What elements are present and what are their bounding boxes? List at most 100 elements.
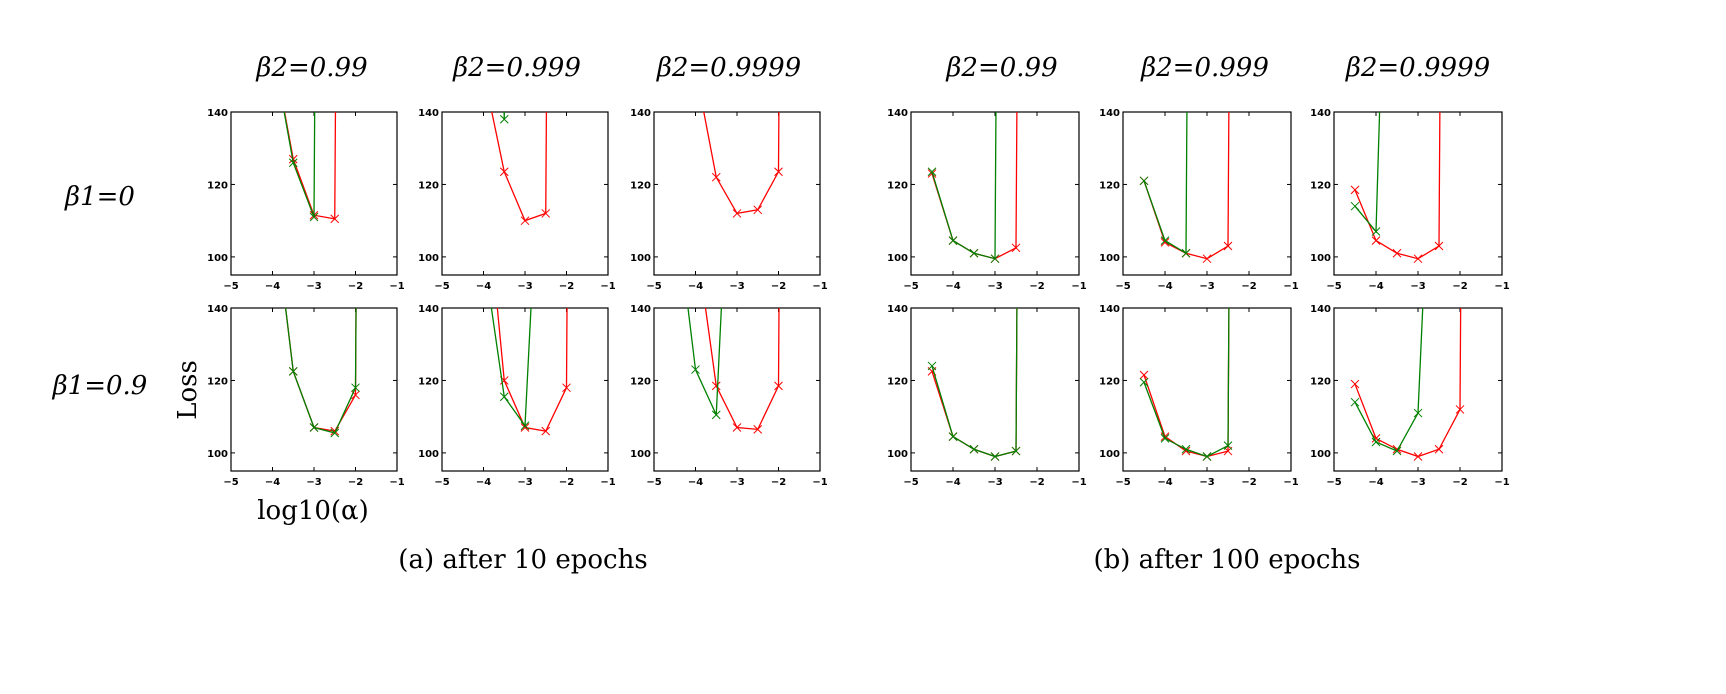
x-tick-label: −1 bbox=[1494, 477, 1509, 488]
green-point-marker bbox=[1350, 397, 1360, 407]
y-tick-label: 100 bbox=[887, 253, 908, 264]
y-tick-label: 100 bbox=[887, 449, 908, 460]
red-point-marker bbox=[1160, 238, 1170, 247]
x-tick-label: −3 bbox=[1199, 477, 1214, 488]
x-tick-label: −5 bbox=[1115, 477, 1130, 488]
x-tick-label: −5 bbox=[223, 281, 238, 292]
red-point-marker bbox=[1413, 452, 1423, 461]
x-tick-label: −3 bbox=[1199, 281, 1214, 292]
green-point-marker bbox=[1413, 408, 1423, 418]
green-point-marker bbox=[269, 43, 277, 51]
red-point-marker bbox=[711, 172, 721, 182]
green-point-marker bbox=[351, 383, 360, 393]
x-tick-label: −1 bbox=[812, 281, 827, 292]
x-tick-label: −1 bbox=[1071, 281, 1086, 292]
y-axis-label: Loss bbox=[173, 360, 203, 420]
red-series-line bbox=[496, 308, 568, 432]
x-tick-label: −4 bbox=[1368, 477, 1383, 488]
subplot: −5 −4 −3 −2 −1 100 120 140 bbox=[418, 108, 616, 292]
plot-frame bbox=[653, 111, 821, 276]
subplot: −5 −4 −3 −2 −1 100 120 140 bbox=[207, 304, 405, 488]
green-point-marker bbox=[927, 361, 937, 371]
green-point-marker bbox=[499, 392, 509, 402]
green-point-marker bbox=[1160, 434, 1170, 443]
green-point-marker bbox=[1223, 441, 1233, 450]
x-tick-label: −4 bbox=[265, 281, 280, 292]
x-tick-label: −3 bbox=[306, 281, 321, 292]
y-tick-label: 140 bbox=[1099, 304, 1120, 315]
green-series-line bbox=[931, 308, 1018, 458]
y-tick-label: 140 bbox=[418, 108, 439, 119]
col-title: β2=0.999 bbox=[1140, 53, 1269, 83]
red-series-line bbox=[703, 112, 780, 215]
red-series-line bbox=[704, 308, 780, 431]
red-point-marker bbox=[1202, 254, 1212, 264]
plot-frame bbox=[230, 307, 398, 472]
x-tick-label: −2 bbox=[1241, 477, 1256, 488]
y-tick-label: 100 bbox=[1099, 253, 1120, 264]
green-point-marker bbox=[1202, 452, 1212, 461]
y-tick-label: 100 bbox=[630, 253, 651, 264]
red-point-marker bbox=[774, 381, 783, 391]
plot-frame bbox=[910, 307, 1080, 472]
x-tick-label: −1 bbox=[600, 477, 615, 488]
x-tick-label: −1 bbox=[1283, 281, 1298, 292]
plot-frame bbox=[1122, 111, 1292, 276]
x-tick-label: −2 bbox=[1029, 281, 1044, 292]
y-tick-label: 120 bbox=[418, 376, 439, 387]
plot-frame bbox=[653, 307, 821, 472]
x-tick-label: −5 bbox=[903, 477, 918, 488]
red-point-marker bbox=[1139, 370, 1149, 380]
subplot: −5 −4 −3 −2 −1 100 120 140 bbox=[207, 43, 405, 292]
green-series-line bbox=[490, 308, 532, 428]
red-point-marker bbox=[1371, 236, 1381, 245]
x-tick-label: −1 bbox=[389, 281, 404, 292]
red-point-marker bbox=[1392, 248, 1402, 258]
green-series-line bbox=[284, 308, 357, 434]
x-tick-label: −3 bbox=[729, 281, 744, 292]
green-point-marker bbox=[330, 428, 340, 438]
red-series-line bbox=[1354, 112, 1441, 260]
green-point-marker bbox=[948, 432, 958, 441]
row-label: β1=0 bbox=[64, 182, 135, 212]
y-tick-label: 140 bbox=[630, 108, 651, 119]
y-tick-label: 140 bbox=[418, 304, 439, 315]
green-point-marker bbox=[1139, 377, 1149, 387]
red-point-marker bbox=[732, 423, 742, 432]
green-series-line bbox=[687, 308, 723, 416]
subplot: −5 −4 −3 −2 −1 100 120 140 bbox=[887, 304, 1087, 488]
green-point-marker bbox=[309, 212, 319, 222]
x-tick-label: −3 bbox=[1410, 477, 1425, 488]
red-point-marker bbox=[753, 424, 763, 434]
green-series-line bbox=[1143, 308, 1230, 458]
y-tick-label: 140 bbox=[887, 304, 908, 315]
subplot: −5 −4 −3 −2 −1 100 120 140 bbox=[1310, 304, 1510, 488]
green-point-marker bbox=[1392, 446, 1402, 456]
x-tick-label: −2 bbox=[559, 281, 574, 292]
red-point-marker bbox=[1455, 405, 1465, 414]
x-tick-label: −5 bbox=[646, 281, 661, 292]
x-tick-label: −4 bbox=[945, 281, 960, 292]
red-point-marker bbox=[1011, 243, 1021, 253]
green-point-marker bbox=[1371, 227, 1381, 236]
red-point-marker bbox=[269, 43, 277, 51]
x-tick-label: −5 bbox=[646, 477, 661, 488]
y-tick-label: 120 bbox=[887, 180, 908, 191]
y-tick-label: 120 bbox=[1099, 376, 1120, 387]
y-tick-label: 100 bbox=[1099, 449, 1120, 460]
x-tick-label: −4 bbox=[265, 477, 280, 488]
x-tick-label: −2 bbox=[771, 477, 786, 488]
red-series-line bbox=[1143, 308, 1230, 458]
x-tick-label: −5 bbox=[1326, 281, 1341, 292]
red-point-marker bbox=[1434, 444, 1444, 454]
x-tick-label: −3 bbox=[306, 477, 321, 488]
y-tick-label: 100 bbox=[207, 449, 228, 460]
x-tick-label: −4 bbox=[476, 281, 491, 292]
y-tick-label: 120 bbox=[207, 376, 228, 387]
plot-frame bbox=[1333, 307, 1503, 472]
y-tick-label: 100 bbox=[207, 253, 228, 264]
y-tick-label: 120 bbox=[418, 180, 439, 191]
col-title: β2=0.999 bbox=[452, 53, 581, 83]
x-tick-label: −2 bbox=[1452, 477, 1467, 488]
